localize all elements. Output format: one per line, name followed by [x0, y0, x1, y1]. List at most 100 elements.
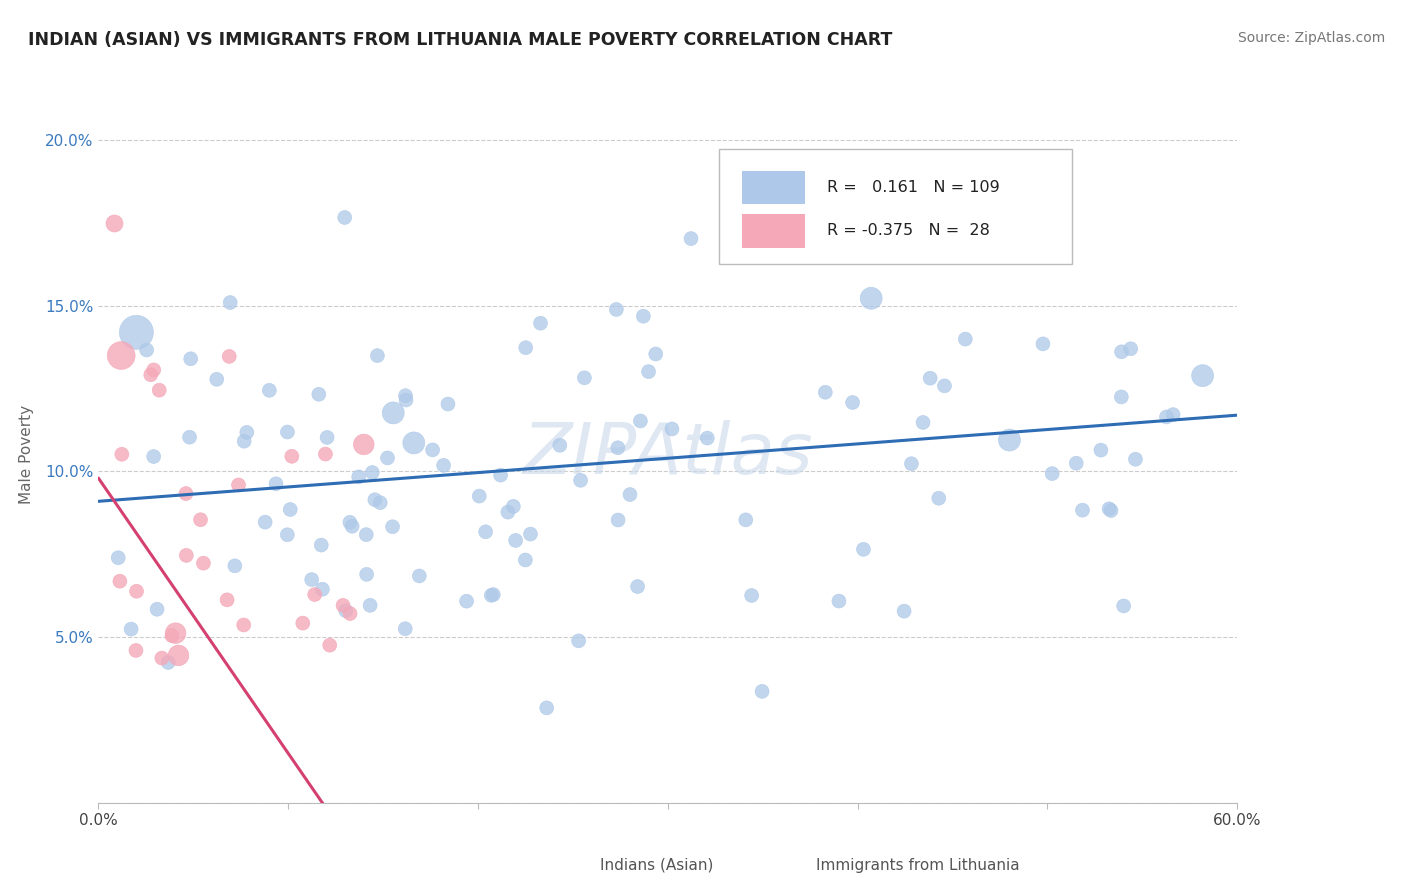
- Point: [264, 476, 287, 491]
- Point: [911, 416, 934, 430]
- Point: [190, 513, 212, 527]
- Point: [628, 414, 651, 428]
- Point: [408, 569, 430, 583]
- Point: [1098, 501, 1121, 516]
- Text: R = -0.375   N =  28: R = -0.375 N = 28: [827, 223, 990, 238]
- FancyBboxPatch shape: [718, 149, 1073, 264]
- Point: [606, 441, 628, 455]
- Point: [276, 425, 298, 439]
- Point: [218, 350, 240, 364]
- Point: [233, 434, 256, 449]
- Point: [120, 622, 142, 636]
- Text: Indians (Asian): Indians (Asian): [599, 858, 713, 873]
- Point: [1112, 599, 1135, 613]
- Point: [150, 651, 173, 665]
- Point: [548, 438, 571, 452]
- Point: [205, 372, 228, 386]
- Text: INDIAN (ASIAN) VS IMMIGRANTS FROM LITHUANIA MALE POVERTY CORRELATION CHART: INDIAN (ASIAN) VS IMMIGRANTS FROM LITHUA…: [28, 31, 893, 49]
- Point: [276, 527, 298, 541]
- Point: [679, 231, 702, 245]
- Point: [505, 533, 527, 548]
- Point: [468, 489, 491, 503]
- Point: [278, 502, 301, 516]
- Point: [301, 573, 323, 587]
- Point: [605, 302, 627, 317]
- Point: [482, 588, 505, 602]
- Point: [920, 371, 942, 385]
- Point: [1099, 503, 1122, 517]
- Point: [437, 397, 460, 411]
- Point: [217, 592, 239, 607]
- Point: [314, 447, 336, 461]
- Point: [167, 648, 190, 663]
- Point: [176, 549, 198, 563]
- FancyBboxPatch shape: [742, 171, 804, 204]
- Point: [142, 363, 165, 377]
- Point: [339, 607, 361, 621]
- Point: [998, 433, 1021, 447]
- Point: [107, 550, 129, 565]
- Point: [165, 626, 187, 640]
- Point: [356, 527, 378, 541]
- Point: [574, 371, 596, 385]
- Point: [860, 291, 883, 305]
- Point: [347, 470, 370, 484]
- Point: [125, 643, 148, 657]
- Point: [751, 684, 773, 698]
- Point: [193, 556, 215, 570]
- Point: [364, 492, 387, 507]
- Point: [955, 332, 977, 346]
- Point: [607, 513, 630, 527]
- Point: [382, 406, 405, 420]
- Point: [254, 515, 277, 529]
- Point: [841, 395, 863, 409]
- Point: [644, 347, 666, 361]
- FancyBboxPatch shape: [554, 855, 588, 883]
- Point: [852, 542, 875, 557]
- Point: [1125, 452, 1147, 467]
- Text: R =   0.161   N = 109: R = 0.161 N = 109: [827, 180, 1000, 195]
- Point: [661, 422, 683, 436]
- Point: [569, 473, 592, 487]
- Point: [148, 383, 170, 397]
- Point: [633, 309, 655, 323]
- Point: [332, 599, 354, 613]
- Point: [232, 618, 254, 632]
- Point: [456, 594, 478, 608]
- Point: [368, 496, 391, 510]
- Point: [395, 392, 418, 407]
- Point: [361, 466, 384, 480]
- Point: [1111, 344, 1133, 359]
- Text: ZIPAtlas: ZIPAtlas: [523, 420, 813, 490]
- Point: [381, 520, 404, 534]
- Point: [359, 599, 381, 613]
- Point: [515, 341, 537, 355]
- Point: [1071, 503, 1094, 517]
- Point: [236, 425, 259, 440]
- Point: [135, 343, 157, 357]
- Point: [1119, 342, 1142, 356]
- Point: [311, 582, 333, 597]
- Point: [339, 516, 361, 530]
- Point: [157, 656, 180, 670]
- Point: [319, 638, 342, 652]
- FancyBboxPatch shape: [776, 855, 810, 883]
- Point: [900, 457, 922, 471]
- Point: [696, 431, 718, 445]
- Point: [139, 368, 162, 382]
- Point: [1111, 390, 1133, 404]
- Point: [356, 567, 378, 582]
- Point: [103, 216, 125, 230]
- Point: [734, 513, 756, 527]
- Point: [496, 505, 519, 519]
- Point: [340, 519, 363, 533]
- Point: [394, 389, 416, 403]
- Point: [125, 584, 148, 599]
- Point: [637, 365, 659, 379]
- Point: [366, 349, 388, 363]
- Point: [474, 524, 496, 539]
- Point: [224, 558, 246, 573]
- Point: [741, 589, 763, 603]
- Point: [619, 487, 641, 501]
- Point: [1090, 443, 1112, 458]
